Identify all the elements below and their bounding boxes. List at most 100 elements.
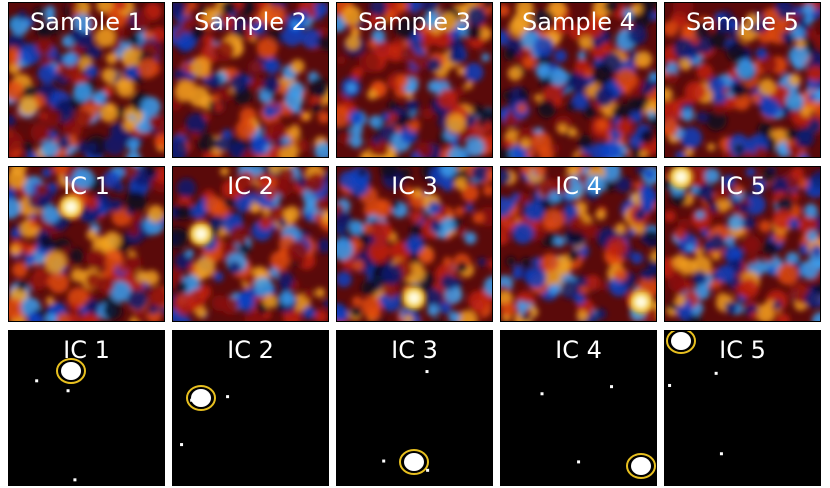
noise-blob <box>679 58 692 71</box>
noise-blob <box>595 209 607 221</box>
speck <box>668 383 672 387</box>
noise-blob <box>9 244 21 256</box>
noise-blob <box>695 111 708 124</box>
noise-blob <box>639 150 648 157</box>
noise-blob <box>337 221 347 235</box>
noise-blob <box>369 3 387 17</box>
noise-blob <box>507 66 523 81</box>
noise-blob <box>589 142 610 157</box>
noise-blob <box>103 300 123 321</box>
noise-blob <box>251 20 266 36</box>
noise-blob <box>274 178 294 197</box>
bright-core <box>674 170 688 184</box>
noise-blob <box>477 257 487 267</box>
noise-blob <box>550 143 560 153</box>
noise-blob <box>517 192 530 205</box>
image-panel: IC 5 <box>664 330 821 486</box>
noise-blob <box>9 130 24 153</box>
noise-blob <box>39 235 54 250</box>
noise-blob <box>269 167 281 174</box>
noise-blob <box>575 275 588 288</box>
noise-blob <box>12 262 28 278</box>
noise-blob <box>735 59 756 79</box>
noise-blob <box>264 57 281 74</box>
noise-blob <box>762 240 779 257</box>
noise-blob <box>738 278 760 299</box>
noise-blob <box>607 247 616 256</box>
noise-blob <box>62 119 81 138</box>
noise-blob <box>337 238 354 261</box>
noise-blob <box>265 4 286 26</box>
panel-label: IC 2 <box>227 172 274 200</box>
noise-blob <box>280 167 295 182</box>
noise-blob <box>79 306 88 315</box>
noise-blob <box>75 109 93 128</box>
noise-blob <box>724 301 738 315</box>
noise-blob <box>578 35 593 50</box>
noise-blob <box>109 198 123 212</box>
noise-blob <box>804 203 818 218</box>
noise-blob <box>187 3 197 10</box>
noise-blob <box>229 73 248 92</box>
speck <box>425 370 429 374</box>
speck <box>180 443 184 447</box>
noise-blob <box>154 167 164 183</box>
noise-blob <box>791 167 805 180</box>
noise-blob <box>69 28 84 42</box>
noise-blob <box>709 203 719 213</box>
noise-blob <box>350 27 361 38</box>
speck <box>226 395 230 399</box>
noise-blob <box>345 35 361 50</box>
noise-blob <box>396 3 409 13</box>
background <box>173 331 328 485</box>
noise-blob <box>76 141 90 154</box>
noise-blob <box>563 203 578 218</box>
noise-blob <box>505 256 516 267</box>
noise-blob <box>788 218 800 230</box>
image-panel: Sample 4 <box>500 2 657 158</box>
noise-blob <box>341 5 362 26</box>
panel-label: Sample 1 <box>30 8 143 36</box>
image-panel: Sample 1 <box>8 2 165 158</box>
noise-blob <box>513 264 523 274</box>
noise-blob <box>10 229 20 239</box>
noise-blob <box>807 93 816 102</box>
noise-blob <box>229 225 249 245</box>
noise-blob <box>578 134 593 149</box>
image <box>337 167 492 321</box>
noise-blob <box>524 308 533 318</box>
noise-blob <box>148 286 164 307</box>
noise-blob <box>788 45 809 66</box>
noise-blob <box>256 37 278 59</box>
noise-blob <box>399 46 417 64</box>
noise-blob <box>337 55 346 65</box>
noise-blob <box>591 63 614 85</box>
noise-blob <box>104 134 126 156</box>
noise-blob <box>60 59 81 81</box>
noise-blob <box>124 65 139 80</box>
noise-blob <box>684 147 694 157</box>
image-panel: Sample 3 <box>336 2 493 158</box>
noise-blob <box>367 240 390 263</box>
noise-blob <box>665 100 682 122</box>
noise-blob <box>675 150 686 157</box>
noise-blob <box>351 296 363 307</box>
noise-blob <box>804 15 814 25</box>
noise-blob <box>577 51 587 60</box>
noise-blob <box>265 120 287 142</box>
noise-blob <box>86 229 98 241</box>
noise-blob <box>748 254 759 265</box>
panel-label: Sample 2 <box>194 8 307 36</box>
noise-blob <box>202 33 214 46</box>
noise-blob <box>45 296 55 305</box>
noise-blob <box>207 73 222 89</box>
noise-blob <box>213 271 224 282</box>
noise-blob <box>745 13 758 26</box>
image-panel: IC 4 <box>500 166 657 322</box>
noise-blob <box>811 312 820 321</box>
noise-blob <box>348 220 365 236</box>
noise-blob <box>190 57 212 78</box>
speck <box>714 371 718 375</box>
noise-blob <box>28 273 47 291</box>
noise-blob <box>639 129 655 145</box>
